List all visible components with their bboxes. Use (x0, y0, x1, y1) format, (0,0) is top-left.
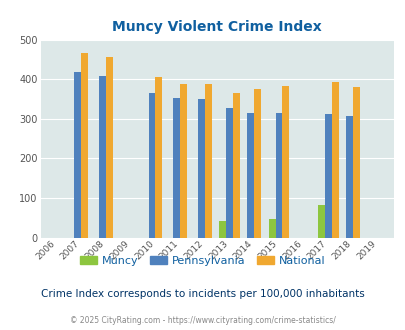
Bar (81, 53, 88, 238)
Bar (219, 220, 226, 238)
Bar (345, 116, 352, 238)
Legend: Muncy, Pennsylvania, National: Muncy, Pennsylvania, National (75, 251, 330, 270)
Bar (331, 82, 338, 238)
Bar (247, 113, 254, 238)
Bar (106, 57, 113, 238)
Bar (232, 93, 239, 238)
Title: Muncy Violent Crime Index: Muncy Violent Crime Index (112, 20, 321, 34)
Text: © 2025 CityRating.com - https://www.cityrating.com/crime-statistics/: © 2025 CityRating.com - https://www.city… (70, 316, 335, 325)
Bar (155, 77, 162, 238)
Bar (226, 108, 232, 238)
Bar (205, 84, 211, 238)
Bar (268, 218, 275, 238)
Bar (173, 98, 180, 238)
Bar (317, 205, 324, 238)
Bar (99, 76, 106, 238)
Bar (254, 89, 260, 238)
Bar (324, 115, 331, 238)
Bar (275, 113, 282, 238)
Bar (148, 93, 155, 238)
Bar (180, 84, 187, 238)
Bar (282, 86, 289, 238)
Bar (74, 72, 81, 238)
Text: Crime Index corresponds to incidents per 100,000 inhabitants: Crime Index corresponds to incidents per… (41, 289, 364, 299)
Bar (198, 99, 205, 238)
Bar (352, 87, 359, 238)
